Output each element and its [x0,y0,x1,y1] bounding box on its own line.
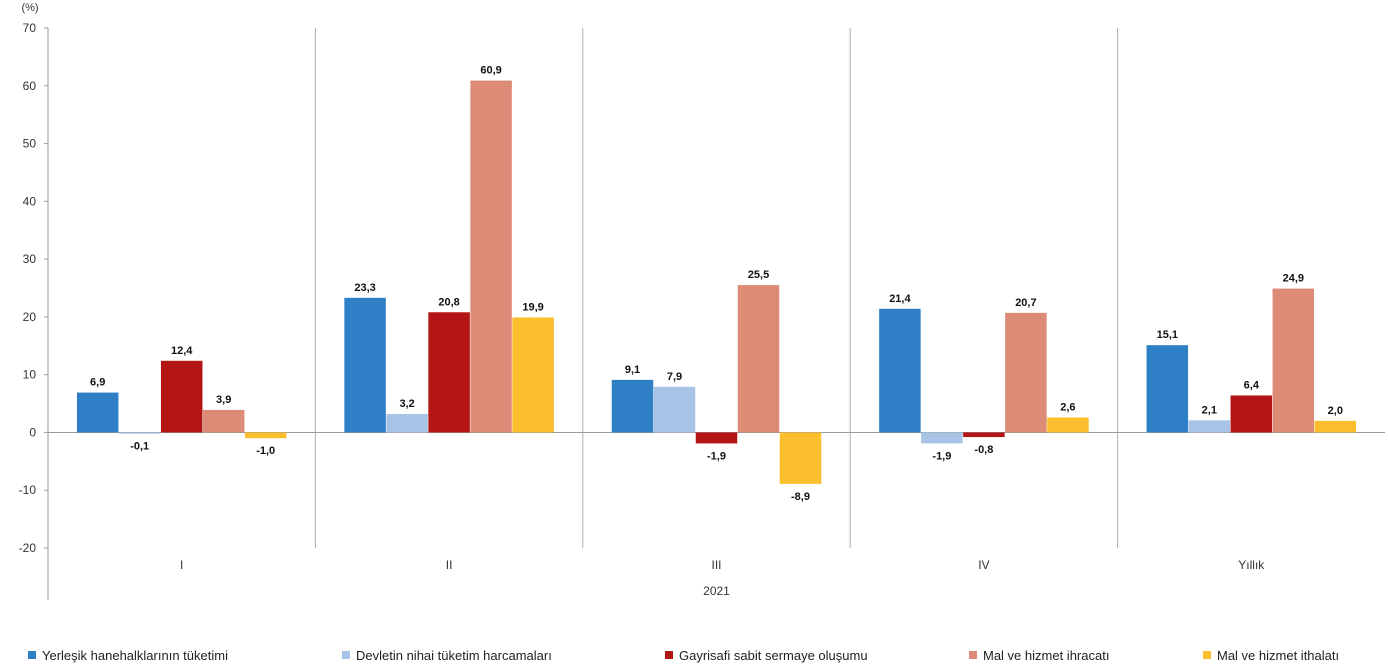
legend-item: Devletin nihai tüketim harcamaları [342,647,552,663]
bar [1005,312,1047,433]
data-label: 19,9 [522,301,543,313]
data-label: 2,0 [1328,405,1343,417]
data-label: 25,5 [748,269,769,281]
bar [512,317,554,433]
x-category-label: IV [978,558,989,572]
x-category-label: III [711,558,721,572]
legend-swatch [969,651,977,659]
data-label: -1,0 [256,445,275,457]
x-axis-label: 2021 [703,584,730,598]
bar [737,285,780,433]
bar [1146,345,1189,433]
data-label: 9,1 [625,364,640,376]
bar [428,312,470,433]
legend: Yerleşik hanehalklarının tüketimi Devleti… [0,640,1388,665]
bar [1047,417,1089,433]
data-label: 6,9 [90,377,105,389]
data-label: 21,4 [889,293,911,305]
bar [611,379,654,433]
data-label: -0,8 [974,444,993,456]
y-axis-label: (%) [21,2,38,14]
data-label: 6,4 [1244,379,1260,391]
bar [963,432,1005,438]
bar [244,432,287,439]
legend-label: Yerleşik hanehalklarının tüketimi [42,647,228,663]
y-tick-label: 10 [23,368,37,382]
data-label: 3,9 [216,394,231,406]
bar [344,297,386,433]
y-tick-label: 70 [23,21,37,35]
bar [386,413,428,433]
data-label: 2,1 [1202,404,1217,416]
bar [779,432,822,484]
bar [879,308,921,433]
bar [653,386,696,433]
y-tick-label: 50 [23,137,37,151]
x-category-label: II [446,558,453,572]
y-tick-label: 0 [29,425,36,439]
data-label: -8,9 [791,491,810,503]
data-label: 20,8 [438,296,459,308]
data-label: 7,9 [667,371,682,383]
data-label: 2,6 [1060,401,1075,413]
legend-label: Mal ve hizmet ithalatı [1217,647,1340,663]
data-label: 3,2 [399,398,414,410]
bar [470,80,512,433]
y-tick-label: 60 [23,79,37,93]
bar [202,409,245,433]
bar [921,432,963,444]
legend-swatch [665,651,673,659]
data-label: 23,3 [354,282,375,294]
y-tick-label: -20 [19,541,37,555]
data-label: 20,7 [1015,297,1036,309]
data-label: -0,1 [130,441,149,453]
legend-swatch [1203,651,1211,659]
data-label: -1,9 [707,450,726,462]
legend-swatch [342,651,350,659]
legend-label: Gayrisafi sabit sermaye oluşumu [679,647,868,663]
bar [1314,420,1357,433]
data-label: 24,9 [1283,273,1304,285]
bar [118,432,161,434]
bar [1188,420,1231,433]
y-tick-label: 40 [23,194,37,208]
y-tick-label: 20 [23,310,37,324]
x-category-label: I [180,558,183,572]
bar [695,432,738,444]
legend-item: Yerleşik hanehalklarının tüketimi [28,647,228,663]
y-tick-label: 30 [23,252,37,266]
bar [160,360,203,433]
y-tick-label: -10 [19,483,37,497]
bar [1272,288,1315,433]
data-label: 60,9 [480,65,501,77]
data-label: 15,1 [1157,329,1178,341]
legend-label: Mal ve hizmet ihracatı [983,647,1110,663]
x-category-label: Yıllık [1238,558,1265,572]
data-label: 12,4 [171,345,193,357]
bar [76,392,119,433]
legend-label: Devletin nihai tüketim harcamaları [356,647,552,663]
data-label: -1,9 [932,450,951,462]
legend-item: Mal ve hizmet ithalatı [1203,647,1339,663]
bar [1230,395,1273,433]
legend-item: Mal ve hizmet ihracatı [969,647,1109,663]
legend-swatch [28,651,36,659]
legend-item: Gayrisafi sabit sermaye oluşumu [665,647,868,663]
